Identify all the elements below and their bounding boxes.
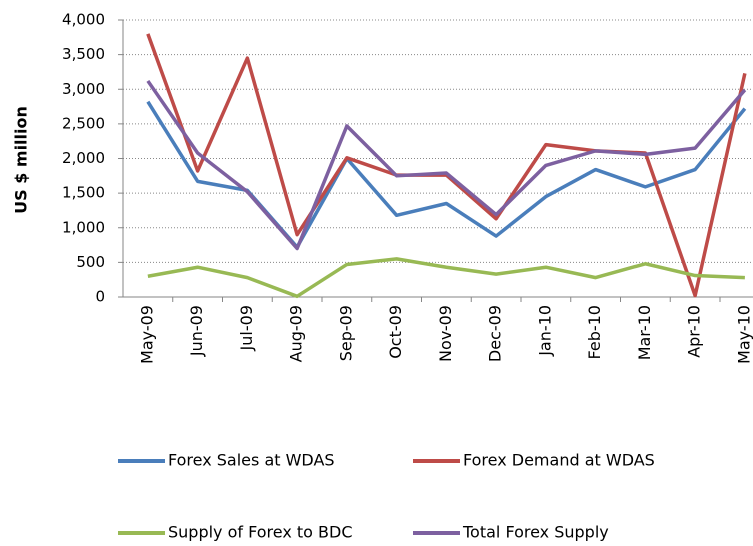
x-tick-label: Aug-09 — [287, 305, 306, 362]
y-tick-label: 1,500 — [62, 184, 105, 202]
x-tick-label: Mar-10 — [635, 305, 654, 360]
y-axis-label: US $ million — [12, 106, 31, 214]
series-line — [147, 257, 745, 299]
y-tick-label: 2,500 — [62, 114, 105, 132]
legend-label: Forex Sales at WDAS — [168, 451, 335, 470]
x-tick-label: Nov-09 — [436, 305, 455, 362]
y-tick-label: 500 — [76, 253, 105, 271]
series-line — [146, 33, 747, 298]
x-tick-label: May-10 — [734, 305, 753, 364]
x-tick-label: Jun-09 — [187, 305, 206, 357]
x-tick-label: Jan-10 — [535, 305, 554, 357]
legend-label: Forex Demand at WDAS — [463, 451, 655, 470]
x-tick-label: Jul-09 — [237, 305, 256, 351]
y-tick-label: 2,000 — [62, 149, 105, 167]
y-tick-label: 4,000 — [62, 11, 105, 29]
legend-label: Total Forex Supply — [462, 523, 609, 542]
x-tick-label: Apr-10 — [685, 305, 704, 358]
x-tick-label: Sep-09 — [336, 305, 355, 361]
y-tick-label: 0 — [95, 288, 105, 306]
y-tick-label: 1,000 — [62, 218, 105, 236]
x-tick-label: Feb-10 — [585, 305, 604, 359]
legend-label: Supply of Forex to BDC — [168, 523, 353, 542]
x-tick-label: Oct-09 — [386, 305, 405, 359]
y-tick-label: 3,000 — [62, 80, 105, 98]
y-tick-label: 3,500 — [62, 45, 105, 63]
x-tick-label: May-09 — [137, 305, 156, 364]
x-tick-label: Dec-09 — [486, 305, 505, 362]
series-line — [146, 79, 747, 251]
